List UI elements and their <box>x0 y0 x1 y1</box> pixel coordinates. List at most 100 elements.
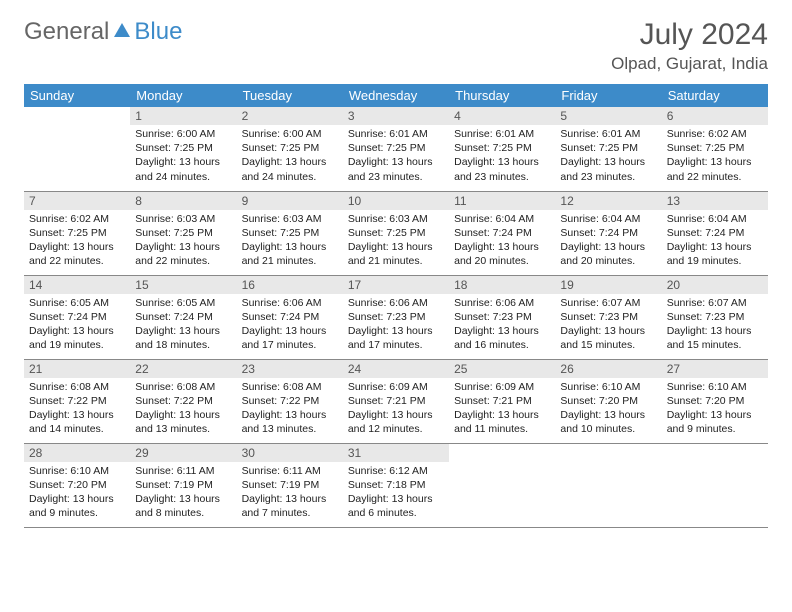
daylight-text: Daylight: 13 hours and 15 minutes. <box>560 324 656 352</box>
sunset-text: Sunset: 7:25 PM <box>29 226 125 240</box>
logo: General Blue <box>24 18 182 46</box>
daylight-text: Daylight: 13 hours and 6 minutes. <box>348 492 444 520</box>
day-number: 8 <box>130 192 236 210</box>
sunset-text: Sunset: 7:25 PM <box>135 141 231 155</box>
calendar-cell: 5Sunrise: 6:01 AMSunset: 7:25 PMDaylight… <box>555 107 661 191</box>
day-info: Sunrise: 6:06 AMSunset: 7:23 PMDaylight:… <box>449 294 555 355</box>
day-number: 31 <box>343 444 449 462</box>
calendar-cell: 27Sunrise: 6:10 AMSunset: 7:20 PMDayligh… <box>662 359 768 443</box>
day-number: 21 <box>24 360 130 378</box>
daylight-text: Daylight: 13 hours and 14 minutes. <box>29 408 125 436</box>
daylight-text: Daylight: 13 hours and 9 minutes. <box>29 492 125 520</box>
sunrise-text: Sunrise: 6:01 AM <box>454 127 550 141</box>
calendar-cell <box>662 443 768 527</box>
day-header-row: SundayMondayTuesdayWednesdayThursdayFrid… <box>24 84 768 107</box>
calendar-cell: 22Sunrise: 6:08 AMSunset: 7:22 PMDayligh… <box>130 359 236 443</box>
daylight-text: Daylight: 13 hours and 20 minutes. <box>454 240 550 268</box>
daylight-text: Daylight: 13 hours and 10 minutes. <box>560 408 656 436</box>
day-header: Wednesday <box>343 84 449 107</box>
sunrise-text: Sunrise: 6:06 AM <box>454 296 550 310</box>
day-number: 15 <box>130 276 236 294</box>
calendar-cell: 23Sunrise: 6:08 AMSunset: 7:22 PMDayligh… <box>237 359 343 443</box>
daylight-text: Daylight: 13 hours and 21 minutes. <box>242 240 338 268</box>
day-header: Sunday <box>24 84 130 107</box>
calendar-cell: 29Sunrise: 6:11 AMSunset: 7:19 PMDayligh… <box>130 443 236 527</box>
day-number: 17 <box>343 276 449 294</box>
calendar-cell: 10Sunrise: 6:03 AMSunset: 7:25 PMDayligh… <box>343 191 449 275</box>
day-header: Thursday <box>449 84 555 107</box>
sunrise-text: Sunrise: 6:09 AM <box>348 380 444 394</box>
sunset-text: Sunset: 7:24 PM <box>242 310 338 324</box>
calendar-table: SundayMondayTuesdayWednesdayThursdayFrid… <box>24 84 768 528</box>
calendar-cell: 16Sunrise: 6:06 AMSunset: 7:24 PMDayligh… <box>237 275 343 359</box>
calendar-cell: 21Sunrise: 6:08 AMSunset: 7:22 PMDayligh… <box>24 359 130 443</box>
sunrise-text: Sunrise: 6:02 AM <box>667 127 763 141</box>
calendar-cell: 2Sunrise: 6:00 AMSunset: 7:25 PMDaylight… <box>237 107 343 191</box>
daylight-text: Daylight: 13 hours and 7 minutes. <box>242 492 338 520</box>
daylight-text: Daylight: 13 hours and 22 minutes. <box>29 240 125 268</box>
sunset-text: Sunset: 7:25 PM <box>667 141 763 155</box>
sunset-text: Sunset: 7:23 PM <box>667 310 763 324</box>
daylight-text: Daylight: 13 hours and 23 minutes. <box>348 155 444 183</box>
calendar-cell: 26Sunrise: 6:10 AMSunset: 7:20 PMDayligh… <box>555 359 661 443</box>
calendar-cell: 8Sunrise: 6:03 AMSunset: 7:25 PMDaylight… <box>130 191 236 275</box>
sunset-text: Sunset: 7:24 PM <box>135 310 231 324</box>
sunrise-text: Sunrise: 6:09 AM <box>454 380 550 394</box>
day-header: Tuesday <box>237 84 343 107</box>
day-info: Sunrise: 6:04 AMSunset: 7:24 PMDaylight:… <box>555 210 661 271</box>
sunrise-text: Sunrise: 6:06 AM <box>348 296 444 310</box>
sunrise-text: Sunrise: 6:00 AM <box>135 127 231 141</box>
daylight-text: Daylight: 13 hours and 17 minutes. <box>242 324 338 352</box>
daylight-text: Daylight: 13 hours and 23 minutes. <box>560 155 656 183</box>
sunrise-text: Sunrise: 6:12 AM <box>348 464 444 478</box>
sunrise-text: Sunrise: 6:02 AM <box>29 212 125 226</box>
day-number: 16 <box>237 276 343 294</box>
day-number: 19 <box>555 276 661 294</box>
daylight-text: Daylight: 13 hours and 17 minutes. <box>348 324 444 352</box>
sunrise-text: Sunrise: 6:05 AM <box>135 296 231 310</box>
day-number: 5 <box>555 107 661 125</box>
sunrise-text: Sunrise: 6:04 AM <box>560 212 656 226</box>
day-info: Sunrise: 6:03 AMSunset: 7:25 PMDaylight:… <box>343 210 449 271</box>
sunset-text: Sunset: 7:24 PM <box>29 310 125 324</box>
calendar-cell: 15Sunrise: 6:05 AMSunset: 7:24 PMDayligh… <box>130 275 236 359</box>
calendar-cell: 6Sunrise: 6:02 AMSunset: 7:25 PMDaylight… <box>662 107 768 191</box>
day-info: Sunrise: 6:02 AMSunset: 7:25 PMDaylight:… <box>24 210 130 271</box>
calendar-cell: 14Sunrise: 6:05 AMSunset: 7:24 PMDayligh… <box>24 275 130 359</box>
location: Olpad, Gujarat, India <box>611 54 768 74</box>
sunset-text: Sunset: 7:22 PM <box>29 394 125 408</box>
day-info: Sunrise: 6:05 AMSunset: 7:24 PMDaylight:… <box>130 294 236 355</box>
sunset-text: Sunset: 7:20 PM <box>560 394 656 408</box>
sunset-text: Sunset: 7:21 PM <box>348 394 444 408</box>
calendar-cell: 11Sunrise: 6:04 AMSunset: 7:24 PMDayligh… <box>449 191 555 275</box>
sunrise-text: Sunrise: 6:07 AM <box>667 296 763 310</box>
day-info: Sunrise: 6:00 AMSunset: 7:25 PMDaylight:… <box>237 125 343 186</box>
day-number: 25 <box>449 360 555 378</box>
day-number: 3 <box>343 107 449 125</box>
logo-triangle-icon <box>114 23 130 37</box>
calendar-week-row: 28Sunrise: 6:10 AMSunset: 7:20 PMDayligh… <box>24 443 768 527</box>
month-title: July 2024 <box>611 18 768 52</box>
sunset-text: Sunset: 7:23 PM <box>454 310 550 324</box>
day-number: 2 <box>237 107 343 125</box>
sunrise-text: Sunrise: 6:10 AM <box>29 464 125 478</box>
calendar-cell: 28Sunrise: 6:10 AMSunset: 7:20 PMDayligh… <box>24 443 130 527</box>
sunrise-text: Sunrise: 6:03 AM <box>242 212 338 226</box>
day-number: 18 <box>449 276 555 294</box>
calendar-week-row: 1Sunrise: 6:00 AMSunset: 7:25 PMDaylight… <box>24 107 768 191</box>
day-number: 7 <box>24 192 130 210</box>
day-number: 13 <box>662 192 768 210</box>
sunrise-text: Sunrise: 6:05 AM <box>29 296 125 310</box>
day-info: Sunrise: 6:07 AMSunset: 7:23 PMDaylight:… <box>555 294 661 355</box>
calendar-cell: 3Sunrise: 6:01 AMSunset: 7:25 PMDaylight… <box>343 107 449 191</box>
sunset-text: Sunset: 7:25 PM <box>348 141 444 155</box>
calendar-cell: 17Sunrise: 6:06 AMSunset: 7:23 PMDayligh… <box>343 275 449 359</box>
sunrise-text: Sunrise: 6:07 AM <box>560 296 656 310</box>
sunset-text: Sunset: 7:23 PM <box>560 310 656 324</box>
sunset-text: Sunset: 7:20 PM <box>29 478 125 492</box>
day-info: Sunrise: 6:10 AMSunset: 7:20 PMDaylight:… <box>555 378 661 439</box>
day-info: Sunrise: 6:00 AMSunset: 7:25 PMDaylight:… <box>130 125 236 186</box>
day-number: 11 <box>449 192 555 210</box>
sunset-text: Sunset: 7:22 PM <box>135 394 231 408</box>
day-number: 20 <box>662 276 768 294</box>
